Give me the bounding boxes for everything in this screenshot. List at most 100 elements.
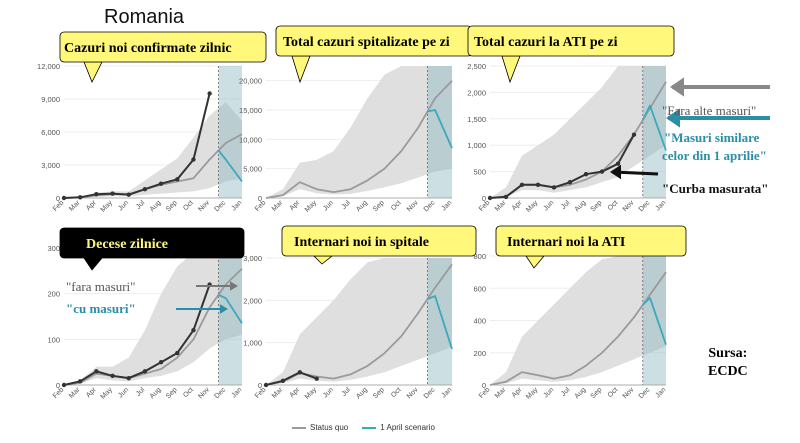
series-april-scenario-line xyxy=(217,149,243,183)
observed-point xyxy=(94,191,99,197)
x-tick-label: Sep xyxy=(372,199,386,213)
series-observed-line xyxy=(63,284,211,386)
uncertainty-band xyxy=(64,248,242,385)
uncertainty-band xyxy=(490,256,666,385)
y-tick-label: 1,500 xyxy=(467,115,486,124)
y-tick-label: 500 xyxy=(473,168,486,177)
x-tick-label: Jul xyxy=(135,386,147,398)
series-observed-line xyxy=(489,134,635,199)
y-tick-label: 3,000 xyxy=(41,161,60,170)
x-tick-label: Sep xyxy=(590,386,604,400)
x-tick-label: Dec xyxy=(638,386,652,400)
y-tick-label: 800 xyxy=(473,252,486,261)
x-tick-label: Apr xyxy=(289,199,302,212)
x-tick-label: May xyxy=(525,199,540,214)
observed-point xyxy=(77,379,83,384)
x-tick-label: Jul xyxy=(135,199,147,211)
y-tick-label: 0 xyxy=(258,381,262,390)
y-tick-label: 2,500 xyxy=(467,62,486,71)
callout-box xyxy=(495,225,687,257)
x-tick-label: Nov xyxy=(197,386,211,400)
series-status-quo-line xyxy=(63,267,243,386)
y-tick-label: 0 xyxy=(56,194,60,203)
x-tick-label: Dec xyxy=(213,386,227,400)
series-april-scenario-line xyxy=(642,297,667,345)
x-tick-label: Aug xyxy=(355,199,369,213)
x-tick-label: Oct xyxy=(607,386,620,399)
chart-title: Cazuri noi confirmate zilnic xyxy=(64,41,232,56)
scenario-shading xyxy=(427,66,452,198)
callout-tail xyxy=(83,257,103,271)
x-tick-label: Feb xyxy=(52,199,66,213)
scenario-shading xyxy=(218,248,242,385)
note-april-measures-line1: "Masuri similare xyxy=(664,130,760,145)
x-tick-label: Oct xyxy=(390,199,403,212)
chart-title: Internari noi la ATI xyxy=(507,235,625,250)
observed-point xyxy=(503,194,509,200)
x-tick-label: Mar xyxy=(68,386,82,400)
y-tick-label: 200 xyxy=(473,349,486,358)
x-tick-label: Jan xyxy=(654,199,667,212)
observed-point xyxy=(77,195,83,200)
x-tick-label: Feb xyxy=(478,199,492,213)
callout-tail xyxy=(525,255,545,269)
x-tick-label: Oct xyxy=(607,199,620,212)
x-tick-label: Apr xyxy=(289,386,302,399)
observed-point xyxy=(207,91,212,96)
observed-point xyxy=(110,373,115,379)
observed-point xyxy=(297,370,303,375)
panel-icu: 0 500 1,000 1,500 2,000 2,500 Feb Mar Apr May Jun J… xyxy=(467,25,675,214)
x-tick-label: Aug xyxy=(574,386,588,400)
x-tick-label: Aug xyxy=(574,199,588,213)
series-observed-line xyxy=(265,371,318,386)
x-tick-label: Sep xyxy=(590,199,604,213)
series-status-quo-line xyxy=(265,80,453,199)
y-tick-label: 0 xyxy=(482,381,486,390)
callout-box xyxy=(281,225,477,257)
x-tick-label: Jun xyxy=(117,199,130,212)
panel-new_icu: 0 200 400 600 800 Feb Mar Apr May Jun Jul Aug Sep Oct… xyxy=(473,225,687,401)
series-april-scenario-line xyxy=(427,109,453,149)
observed-point xyxy=(142,369,148,374)
y-tick-label: 15,000 xyxy=(239,106,262,115)
legend-label-status-quo: Status quo xyxy=(310,423,349,432)
y-tick-label: 12,000 xyxy=(37,62,60,71)
observed-point xyxy=(280,378,286,383)
observed-point xyxy=(175,177,180,182)
y-tick-label: 6,000 xyxy=(41,128,60,137)
observed-point xyxy=(158,359,164,365)
chart-title: Internari noi in spitale xyxy=(294,235,429,250)
x-tick-label: Jul xyxy=(341,199,353,211)
x-tick-label: Nov xyxy=(406,386,420,400)
x-tick-label: Apr xyxy=(511,386,524,399)
callout-box xyxy=(59,31,267,63)
y-tick-label: 300 xyxy=(47,244,60,253)
series-april-scenario-line xyxy=(218,293,243,324)
y-tick-label: 3,000 xyxy=(243,254,262,263)
y-tick-label: 0 xyxy=(56,381,60,390)
x-tick-label: Nov xyxy=(406,199,420,213)
x-tick-label: Nov xyxy=(622,199,636,213)
source-note: Sursa: ECDC xyxy=(708,345,748,381)
arrow-with-measures-head xyxy=(220,304,228,314)
x-tick-label: May xyxy=(304,199,319,214)
x-tick-label: Oct xyxy=(182,199,195,212)
x-tick-label: Jul xyxy=(560,199,572,211)
callout-tail xyxy=(313,255,334,265)
y-tick-label: 400 xyxy=(473,317,486,326)
x-tick-label: Feb xyxy=(478,386,492,400)
y-tick-label: 20,000 xyxy=(239,77,262,86)
panel-hosp: 0 5,000 10,000 15,000 20,000 Feb Mar Apr May Jun J… xyxy=(239,25,473,214)
x-tick-label: Jun xyxy=(322,386,335,399)
observed-point xyxy=(175,350,180,356)
arrow-measured-curve-head xyxy=(610,164,621,180)
x-tick-label: Apr xyxy=(85,199,98,212)
y-tick-label: 100 xyxy=(47,335,60,344)
observed-point xyxy=(191,328,196,333)
y-tick-label: 200 xyxy=(47,290,60,299)
x-tick-label: Feb xyxy=(52,386,66,400)
chart-title: Decese zilnice xyxy=(86,237,168,252)
scenario-shading xyxy=(642,66,666,198)
note-no-measures-deaths: "fara masuri" xyxy=(66,279,136,294)
x-tick-label: Nov xyxy=(197,199,211,213)
